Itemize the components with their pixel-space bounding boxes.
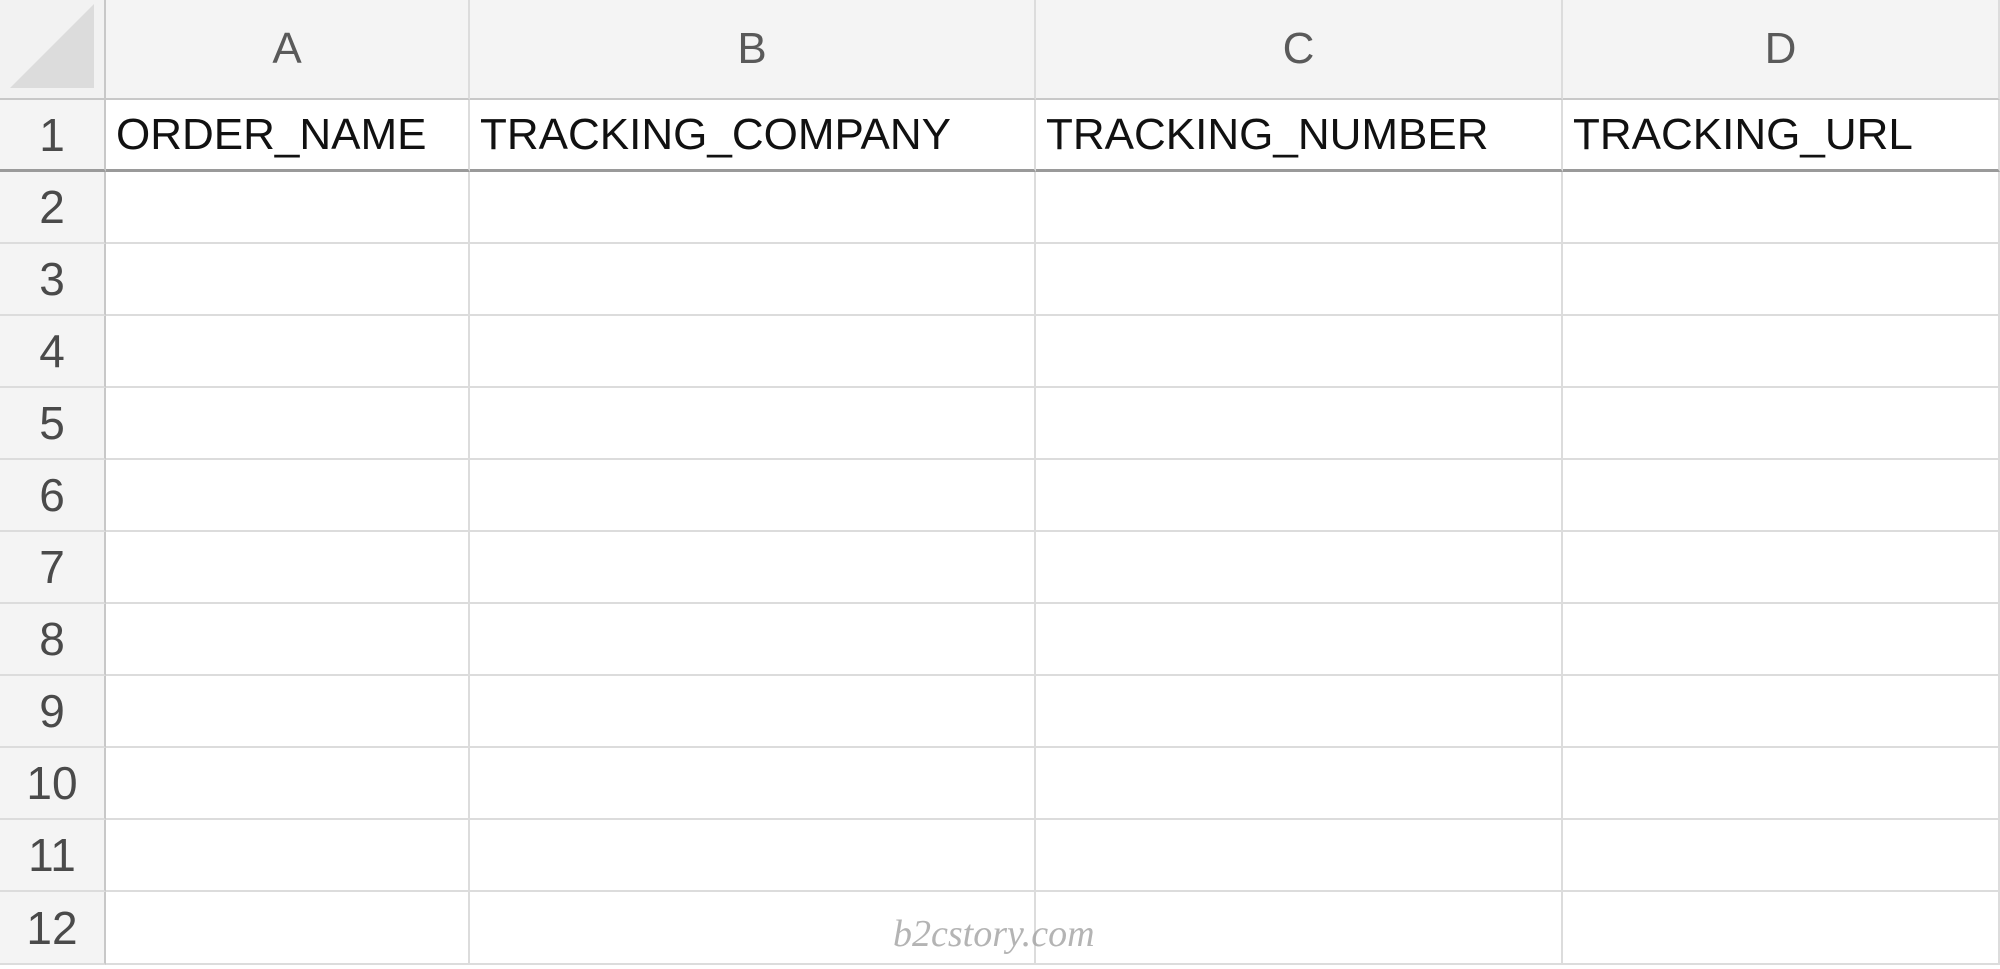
cell-c9[interactable] bbox=[1036, 676, 1563, 748]
cell-d9[interactable] bbox=[1563, 676, 2000, 748]
cell-a12[interactable] bbox=[106, 892, 470, 965]
cell-d5[interactable] bbox=[1563, 388, 2000, 460]
row-header-5[interactable]: 5 bbox=[0, 388, 106, 460]
cell-a7[interactable] bbox=[106, 532, 470, 604]
cell-c1[interactable]: TRACKING_NUMBER bbox=[1036, 100, 1563, 172]
cell-c5[interactable] bbox=[1036, 388, 1563, 460]
row-header-10[interactable]: 10 bbox=[0, 748, 106, 820]
cell-b12[interactable] bbox=[470, 892, 1036, 965]
cell-a6[interactable] bbox=[106, 460, 470, 532]
row-header-2[interactable]: 2 bbox=[0, 172, 106, 244]
cell-d1[interactable]: TRACKING_URL bbox=[1563, 100, 2000, 172]
select-all-corner[interactable] bbox=[0, 0, 106, 100]
cell-b10[interactable] bbox=[470, 748, 1036, 820]
cell-b2[interactable] bbox=[470, 172, 1036, 244]
column-header-b[interactable]: B bbox=[470, 0, 1036, 100]
select-all-triangle-icon bbox=[10, 4, 94, 88]
cell-c3[interactable] bbox=[1036, 244, 1563, 316]
cell-b1[interactable]: TRACKING_COMPANY bbox=[470, 100, 1036, 172]
cell-c7[interactable] bbox=[1036, 532, 1563, 604]
cell-a9[interactable] bbox=[106, 676, 470, 748]
cell-c2[interactable] bbox=[1036, 172, 1563, 244]
row-header-3[interactable]: 3 bbox=[0, 244, 106, 316]
cell-a11[interactable] bbox=[106, 820, 470, 892]
cell-c4[interactable] bbox=[1036, 316, 1563, 388]
cell-c6[interactable] bbox=[1036, 460, 1563, 532]
cell-a10[interactable] bbox=[106, 748, 470, 820]
cell-b4[interactable] bbox=[470, 316, 1036, 388]
column-header-c[interactable]: C bbox=[1036, 0, 1563, 100]
cell-b3[interactable] bbox=[470, 244, 1036, 316]
cell-a2[interactable] bbox=[106, 172, 470, 244]
cell-b6[interactable] bbox=[470, 460, 1036, 532]
cell-d10[interactable] bbox=[1563, 748, 2000, 820]
cell-a4[interactable] bbox=[106, 316, 470, 388]
watermark-text: b2cstory.com bbox=[893, 913, 1095, 955]
cell-d6[interactable] bbox=[1563, 460, 2000, 532]
cell-d3[interactable] bbox=[1563, 244, 2000, 316]
cell-b8[interactable] bbox=[470, 604, 1036, 676]
row-header-1[interactable]: 1 bbox=[0, 100, 106, 172]
cell-c11[interactable] bbox=[1036, 820, 1563, 892]
cell-d11[interactable] bbox=[1563, 820, 2000, 892]
cell-b11[interactable] bbox=[470, 820, 1036, 892]
cell-a5[interactable] bbox=[106, 388, 470, 460]
cell-c10[interactable] bbox=[1036, 748, 1563, 820]
cell-d2[interactable] bbox=[1563, 172, 2000, 244]
row-header-9[interactable]: 9 bbox=[0, 676, 106, 748]
cell-a3[interactable] bbox=[106, 244, 470, 316]
cell-a8[interactable] bbox=[106, 604, 470, 676]
row-header-4[interactable]: 4 bbox=[0, 316, 106, 388]
row-header-11[interactable]: 11 bbox=[0, 820, 106, 892]
row-header-12[interactable]: 12 bbox=[0, 892, 106, 965]
row-header-7[interactable]: 7 bbox=[0, 532, 106, 604]
cell-b9[interactable] bbox=[470, 676, 1036, 748]
row-header-6[interactable]: 6 bbox=[0, 460, 106, 532]
cell-b5[interactable] bbox=[470, 388, 1036, 460]
column-header-a[interactable]: A bbox=[106, 0, 470, 100]
cell-d12[interactable] bbox=[1563, 892, 2000, 965]
cell-c8[interactable] bbox=[1036, 604, 1563, 676]
cell-d4[interactable] bbox=[1563, 316, 2000, 388]
cell-d7[interactable] bbox=[1563, 532, 2000, 604]
row-header-8[interactable]: 8 bbox=[0, 604, 106, 676]
cell-b7[interactable] bbox=[470, 532, 1036, 604]
cell-a1[interactable]: ORDER_NAME bbox=[106, 100, 470, 172]
cell-d8[interactable] bbox=[1563, 604, 2000, 676]
column-header-d[interactable]: D bbox=[1563, 0, 2000, 100]
cell-c12[interactable] bbox=[1036, 892, 1563, 965]
